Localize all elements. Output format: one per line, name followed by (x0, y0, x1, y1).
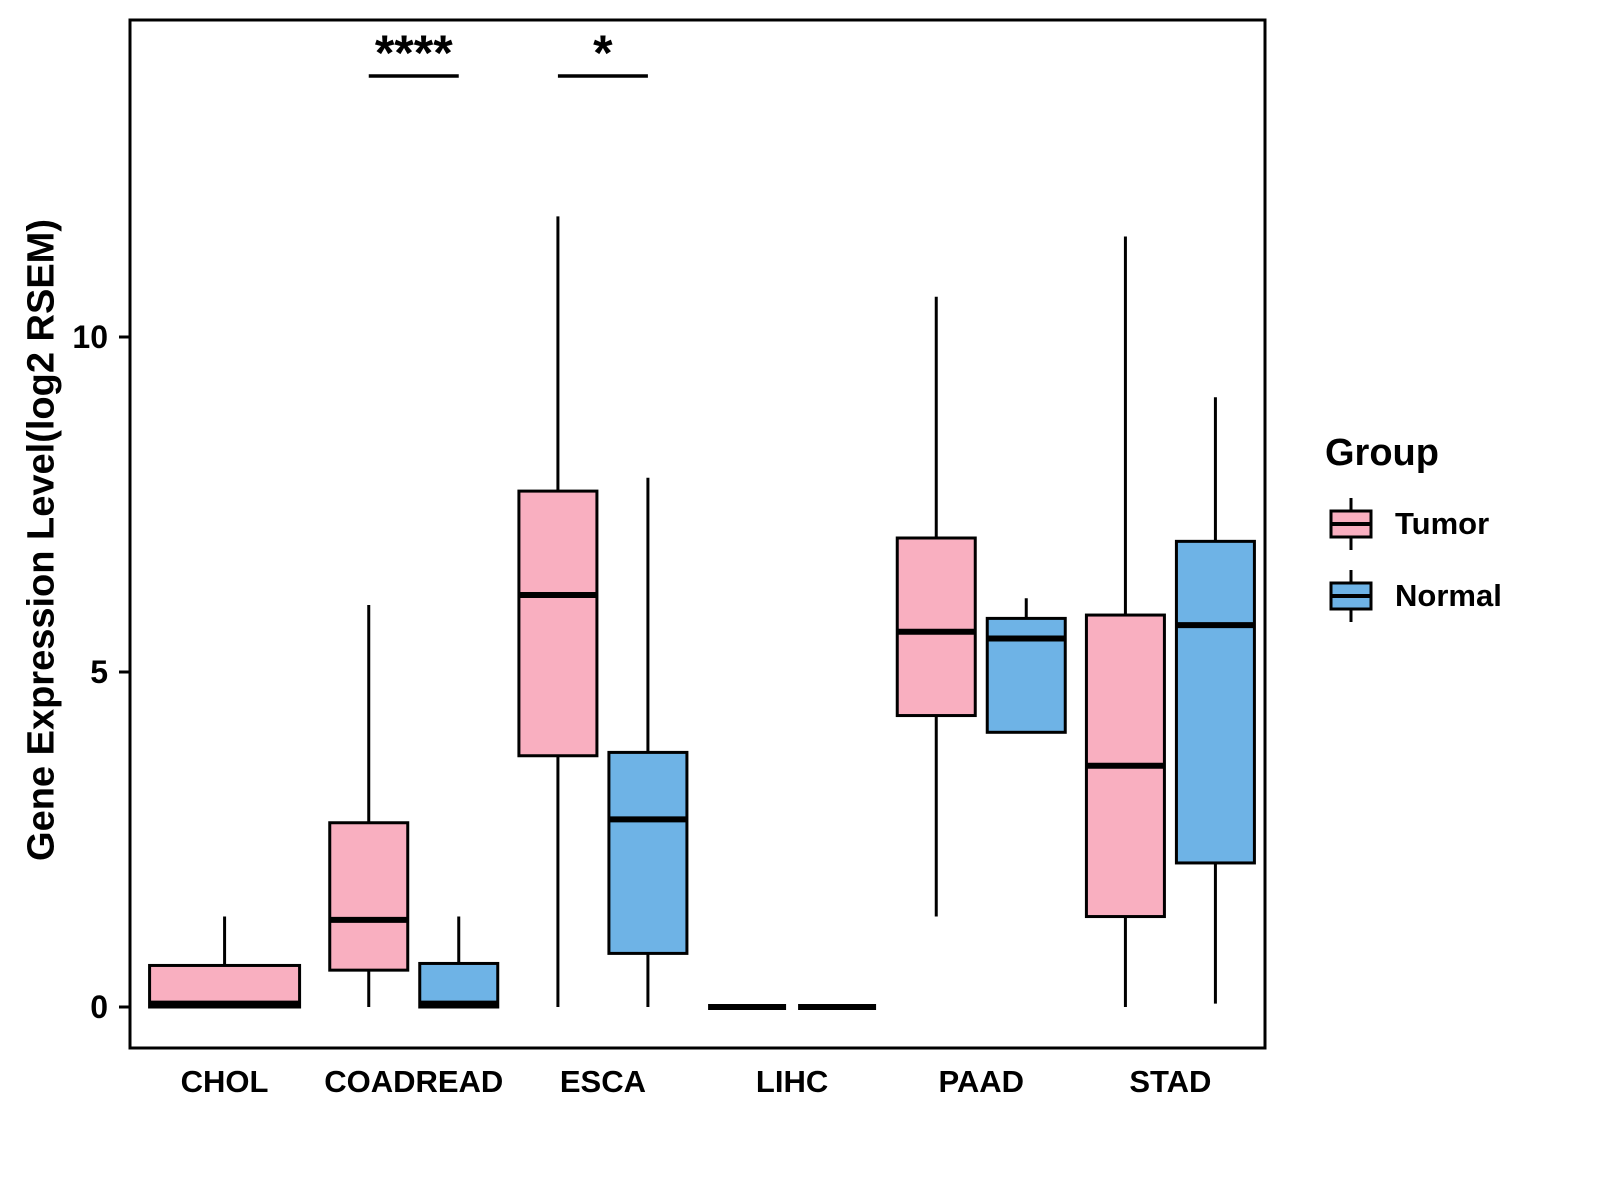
legend-title: Group (1325, 432, 1439, 474)
x-axis-label-coadread: COADREAD (324, 1064, 503, 1099)
plot-panel-border (128, 18, 1267, 1050)
significance-label-coadread: **** (375, 25, 453, 81)
x-axis-label-stad: STAD (1129, 1064, 1211, 1099)
box-normal-esca (607, 750, 689, 955)
box-tumor-paad (895, 536, 977, 718)
box-tumor-chol (148, 963, 302, 1009)
legend-entry-normal: Normal (1325, 567, 1502, 625)
box-normal-stad (1174, 539, 1256, 865)
y-axis-title: Gene Expression Level(log2 RSEM) (20, 219, 63, 861)
box-normal-paad (985, 616, 1067, 734)
box-tumor-coadread (328, 821, 410, 972)
x-axis-label-paad: PAAD (938, 1064, 1024, 1099)
significance-label-esca: * (593, 25, 613, 81)
x-axis-label-lihc: LIHC (756, 1064, 828, 1099)
x-axis-label-esca: ESCA (560, 1064, 646, 1099)
x-axis-label-chol: CHOL (181, 1064, 269, 1099)
legend-entry-tumor: Tumor (1325, 495, 1502, 553)
tumor-boxplot-key-icon (1329, 498, 1373, 550)
box-tumor-esca (517, 489, 599, 758)
legend-label-tumor: Tumor (1395, 506, 1490, 541)
legend-label-normal: Normal (1395, 578, 1502, 613)
legend: Group Tumor Normal (1325, 432, 1502, 625)
y-tick-label: 10 (72, 319, 108, 355)
y-tick-label: 0 (90, 989, 108, 1025)
y-tick-label: 5 (90, 654, 108, 690)
box-normal-coadread (418, 961, 500, 1009)
normal-boxplot-key-icon (1329, 570, 1373, 622)
